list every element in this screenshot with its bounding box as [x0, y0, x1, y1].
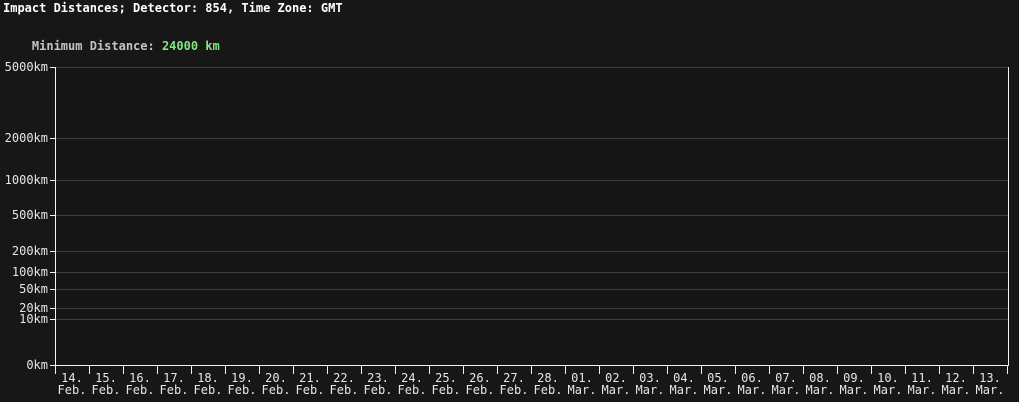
x-tick-label: 17. Feb. [159, 371, 189, 397]
x-tick-label: 07. Mar. [771, 371, 801, 397]
x-tick-label: 04. Mar. [669, 371, 699, 397]
x-axis-tick [973, 366, 974, 374]
x-axis-tick [293, 366, 294, 374]
x-tick-label: 09. Mar. [839, 371, 869, 397]
y-tick-label: 0km [26, 358, 48, 372]
x-axis-tick [225, 366, 226, 374]
x-axis-tick [667, 366, 668, 374]
y-axis-tick [50, 319, 55, 320]
y-axis-tick [50, 289, 55, 290]
x-axis-tick [837, 366, 838, 374]
y-axis-tick [50, 272, 55, 273]
y-axis-tick [50, 67, 55, 68]
gridline-100km [56, 272, 1008, 273]
x-axis-tick [1007, 366, 1008, 374]
y-tick-label: 200km [11, 244, 48, 258]
x-axis-tick [157, 366, 158, 374]
x-axis-tick [803, 366, 804, 374]
y-tick-label: 50km [19, 282, 48, 296]
gridline-10km [56, 319, 1008, 320]
x-tick-label: 26. Feb. [465, 371, 495, 397]
x-axis-tick [89, 366, 90, 374]
gridline-1000km [56, 180, 1008, 181]
x-axis-tick [905, 366, 906, 374]
x-axis-tick [599, 366, 600, 374]
x-tick-label: 22. Feb. [329, 371, 359, 397]
gridline-50km [56, 289, 1008, 290]
x-axis-tick [531, 366, 532, 374]
x-tick-label: 25. Feb. [431, 371, 461, 397]
x-tick-label: 21. Feb. [295, 371, 325, 397]
gridline-2000km [56, 138, 1008, 139]
x-tick-label: 23. Feb. [363, 371, 393, 397]
x-tick-label: 24. Feb. [397, 371, 427, 397]
y-tick-label: 5000km [4, 60, 48, 74]
x-axis-tick [939, 366, 940, 374]
y-tick-label: 500km [11, 208, 48, 222]
x-tick-label: 11. Mar. [907, 371, 937, 397]
x-axis-tick [497, 366, 498, 374]
x-tick-label: 14. Feb. [57, 371, 87, 397]
x-tick-label: 08. Mar. [805, 371, 835, 397]
x-axis-tick [361, 366, 362, 374]
x-tick-label: 28. Feb. [533, 371, 563, 397]
y-axis-tick [50, 215, 55, 216]
x-tick-label: 27. Feb. [499, 371, 529, 397]
x-tick-label: 05. Mar. [703, 371, 733, 397]
min-distance-line: Minimum Distance: 24000 km [3, 25, 220, 67]
y-tick-label: 20km [19, 301, 48, 315]
x-axis-tick [769, 366, 770, 374]
x-tick-label: 16. Feb. [125, 371, 155, 397]
y-axis-tick [50, 138, 55, 139]
x-axis-tick [735, 366, 736, 374]
x-tick-label: 15. Feb. [91, 371, 121, 397]
gridline-20km [56, 308, 1008, 309]
x-axis-tick [327, 366, 328, 374]
min-distance-label: Minimum Distance: [31, 39, 162, 53]
y-axis-tick [50, 308, 55, 309]
x-tick-label: 20. Feb. [261, 371, 291, 397]
y-tick-label: 100km [11, 265, 48, 279]
x-tick-label: 02. Mar. [601, 371, 631, 397]
x-axis-tick [633, 366, 634, 374]
min-distance-value: 24000 km [161, 39, 220, 53]
x-axis-tick [123, 366, 124, 374]
x-axis-tick [395, 366, 396, 374]
x-tick-label: 18. Feb. [193, 371, 223, 397]
x-tick-label: 12. Mar. [941, 371, 971, 397]
x-tick-label: 01. Mar. [567, 371, 597, 397]
y-axis-tick [50, 251, 55, 252]
x-tick-label: 10. Mar. [873, 371, 903, 397]
gridline-5000km [56, 67, 1008, 68]
gridline-200km [56, 251, 1008, 252]
chart-title: Impact Distances; Detector: 854, Time Zo… [3, 1, 343, 15]
x-axis-tick [259, 366, 260, 374]
y-axis-tick [50, 365, 55, 366]
x-tick-label: 19. Feb. [227, 371, 257, 397]
y-tick-label: 10km [19, 312, 48, 326]
x-axis-tick [701, 366, 702, 374]
y-axis-tick [50, 180, 55, 181]
gridline-500km [56, 215, 1008, 216]
x-axis-tick [871, 366, 872, 374]
x-axis-tick [565, 366, 566, 374]
y-tick-label: 2000km [4, 131, 48, 145]
x-axis-tick [55, 366, 56, 374]
y-tick-label: 1000km [4, 173, 48, 187]
x-axis-tick [429, 366, 430, 374]
x-axis-tick [191, 366, 192, 374]
plot-area [55, 67, 1009, 366]
x-axis-tick [463, 366, 464, 374]
x-tick-label: 06. Mar. [737, 371, 767, 397]
x-tick-label: 03. Mar. [635, 371, 665, 397]
x-tick-label: 13. Mar. [975, 371, 1005, 397]
